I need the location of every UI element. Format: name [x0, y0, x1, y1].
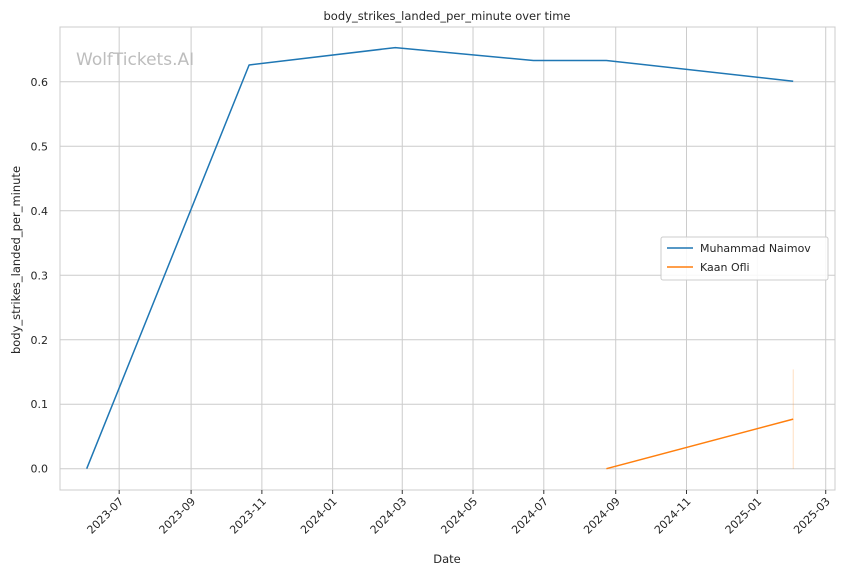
- x-tick-label: 2024-11: [652, 495, 694, 537]
- y-tick-labels: 0.0 0.1 0.2 0.3 0.4 0.5 0.6: [31, 76, 49, 476]
- y-tick-label: 0.4: [31, 205, 49, 218]
- x-tick-labels: 2023-07 2023-09 2023-11 2024-01 2024-03 2024-…: [85, 490, 833, 537]
- y-tick-label: 0.1: [31, 398, 49, 411]
- x-tick-label: 2024-07: [509, 495, 551, 537]
- series-line-kaan-ofli: [606, 418, 794, 470]
- watermark: WolfTickets.AI: [76, 50, 194, 70]
- x-tick-label: 2025-03: [791, 495, 833, 537]
- x-tick-label: 2023-11: [227, 495, 269, 537]
- x-tick-label: 2023-07: [85, 495, 127, 537]
- x-tick-label: 2024-05: [438, 495, 480, 537]
- chart-title: body_strikes_landed_per_minute over time: [324, 9, 571, 23]
- legend: Muhammad Naimov Kaan Ofli: [660, 236, 829, 281]
- x-tick-label: 2025-01: [723, 495, 765, 537]
- y-tick-label: 0.2: [31, 334, 49, 347]
- x-tick-label: 2023-09: [157, 495, 199, 537]
- y-tick-label: 0.5: [31, 140, 49, 153]
- legend-label-muhammad-naimov: Muhammad Naimov: [700, 242, 811, 255]
- plot-frame: [59, 26, 836, 491]
- y-axis-label: body_strikes_landed_per_minute: [9, 166, 23, 354]
- x-tick-label: 2024-09: [581, 495, 623, 537]
- y-tick-label: 0.0: [31, 463, 49, 476]
- grid-lines: [60, 27, 835, 490]
- x-tick-label: 2024-03: [368, 495, 410, 537]
- legend-label-kaan-ofli: Kaan Ofli: [700, 261, 750, 274]
- series-lines: [86, 46, 794, 470]
- series-line-muhammad-naimov: [86, 46, 794, 469]
- y-tick-label: 0.6: [31, 76, 49, 89]
- legend-box: [660, 236, 829, 281]
- y-tick-label: 0.3: [31, 269, 49, 282]
- x-tick-label: 2024-01: [298, 495, 340, 537]
- x-axis-label: Date: [433, 552, 461, 566]
